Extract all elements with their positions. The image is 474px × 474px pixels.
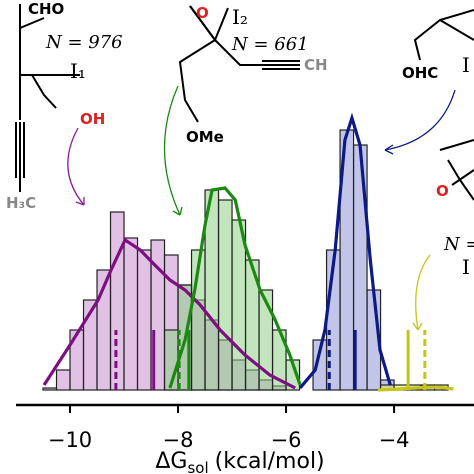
arrow-head [75, 197, 85, 206]
label: N = 976 [45, 32, 123, 53]
label: I₁ [70, 59, 86, 83]
density-curve [168, 186, 302, 389]
arrow [384, 89, 456, 151]
x-label-sub: sol [187, 459, 208, 474]
label: OHC [402, 64, 438, 82]
arrow-head [384, 144, 394, 155]
bar [55, 369, 71, 391]
bar [136, 249, 152, 391]
x-tick-label: −10 [48, 428, 92, 452]
density-curve [42, 237, 296, 390]
label: H₃C [6, 194, 36, 212]
x-tick-label: −8 [163, 428, 194, 452]
arrow-head [412, 322, 423, 331]
density-curve [298, 112, 392, 390]
label: OH [80, 110, 105, 128]
arrow [67, 127, 85, 206]
label: O [196, 4, 209, 22]
bar [123, 237, 139, 391]
label: O [436, 182, 449, 200]
bond [439, 139, 474, 151]
plot-area: −10 −8 −6 −4 [16, 112, 474, 452]
label: I [462, 53, 470, 77]
arrow [163, 85, 181, 216]
x-label-main: ΔG [155, 449, 187, 474]
bond [214, 39, 262, 66]
bond [178, 39, 216, 123]
x-label-unit: (kcal/mol) [215, 449, 325, 474]
density-curve [377, 385, 454, 392]
bar [42, 387, 58, 391]
bond [451, 169, 474, 186]
label: N = 661 [231, 34, 309, 55]
x-axis-label: ΔGsol (kcal/mol) [155, 449, 324, 474]
bond [413, 9, 474, 61]
bar [217, 199, 233, 391]
label: I [462, 255, 470, 279]
bond [439, 19, 474, 41]
arrow [415, 254, 431, 331]
label: CHO [28, 0, 64, 18]
label: OMe [186, 128, 224, 146]
bond [189, 5, 216, 41]
label: I₂ [232, 5, 248, 29]
label: N = [443, 234, 474, 255]
label: CH [304, 56, 328, 74]
arrows [67, 85, 456, 331]
annotations: CHO N = 976 I₁ OH H₃C O I₂ N = 661 CH OM… [6, 0, 474, 279]
arrow-head [172, 206, 183, 216]
x-tick-label: −6 [271, 428, 302, 452]
x-tick-label: −4 [379, 428, 410, 452]
structures [15, 4, 474, 201]
